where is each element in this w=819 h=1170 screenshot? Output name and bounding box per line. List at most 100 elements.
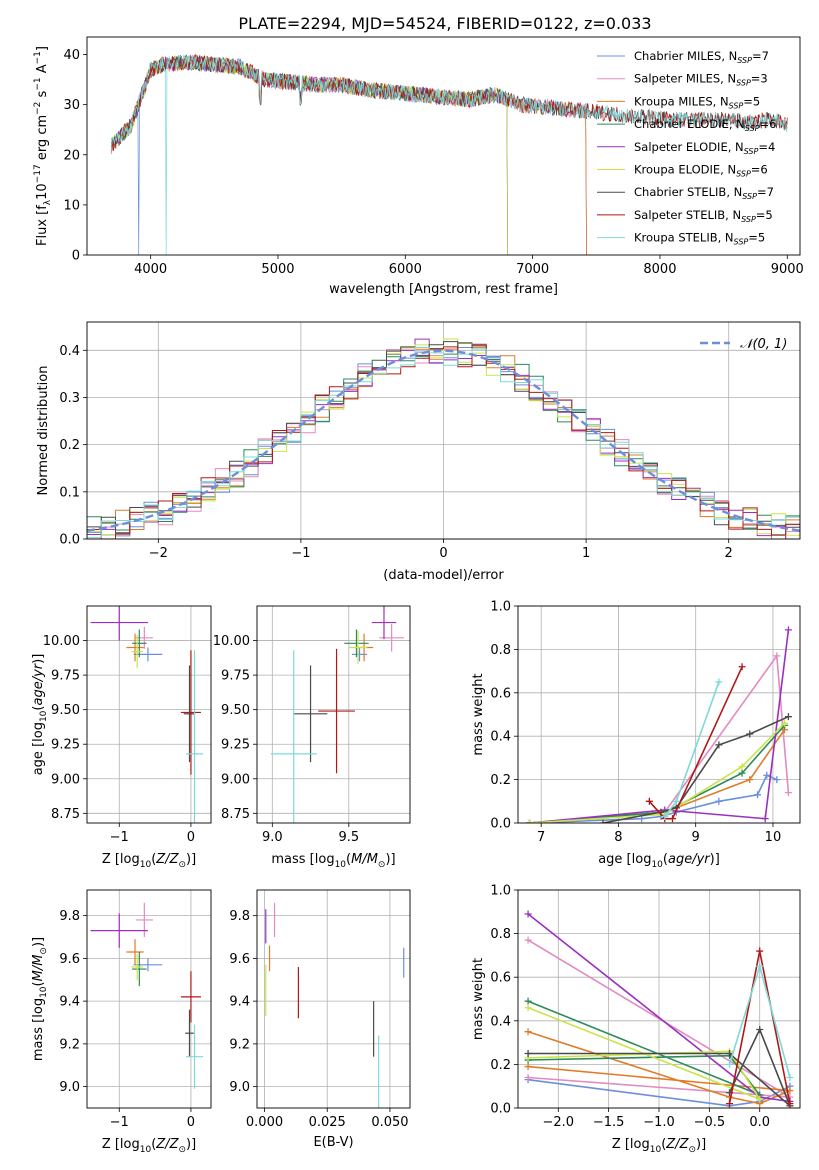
weight-marker: [715, 678, 723, 686]
x-tick-label: 8: [614, 830, 622, 845]
weight-marker: [746, 776, 754, 784]
x-tick-label: −2.0: [542, 1115, 574, 1130]
y-tick-label: 0.8: [490, 927, 511, 942]
y-tick-label: 0.4: [59, 344, 80, 359]
histogram-kroupa-stelib: [87, 347, 800, 539]
weight-marker: [773, 652, 781, 660]
axes-frame: [86, 605, 212, 824]
grid: [87, 606, 211, 823]
y-tick-label: 9.4: [59, 995, 80, 1010]
y-tick-label: 9.6: [59, 952, 80, 967]
y-tick-label: 10: [63, 198, 80, 213]
error-bar-point: [180, 971, 201, 1023]
weight-marker: [784, 713, 792, 721]
y-tick-label: 9.50: [221, 703, 250, 718]
panel-mass_vs_z: −1 0 9.0 9.2 9.4 9.6 9.8 Z [log10(Z/Z⊙)] mass [l…: [31, 889, 212, 1155]
y-tick-label: 9.00: [221, 772, 250, 787]
error-bar-point: [132, 629, 147, 658]
error-bar-point: [185, 1024, 204, 1089]
error-bar-point: [135, 626, 153, 649]
x-tick-label: −1.5: [593, 1115, 625, 1130]
x-tick-label: 0: [187, 1115, 195, 1130]
axes-frame: [86, 321, 801, 540]
y-tick-label: 9.8: [59, 909, 80, 924]
panel-age_vs_mass: 9.0 9.5 8.75 9.00 9.25 9.50 9.75 10.00 mass [log…: [213, 605, 411, 870]
spectrum-line-kroupa-stelib: [110, 54, 788, 255]
error-bar-point: [132, 951, 147, 987]
plot-area: [87, 338, 800, 539]
error-bar-point: [135, 902, 153, 938]
y-tick-label: 0: [72, 249, 80, 264]
axes-frame: [86, 36, 801, 256]
y-tick-label: 8.75: [221, 807, 250, 822]
x-tick-label: 0.0: [749, 1115, 770, 1130]
weight-marker: [599, 819, 607, 823]
legend: Chabrier MILES, NSSP=7 Salpeter MILES, NS…: [597, 49, 776, 247]
y-tick-label: 9.8: [229, 909, 250, 924]
y-tick-label: 9.6: [229, 952, 250, 967]
plot-area: [265, 902, 405, 1108]
x-tick-label: 6000: [389, 262, 422, 277]
error-bar-point: [344, 629, 369, 658]
x-tick-label: 5000: [261, 262, 294, 277]
weight-marker: [756, 1095, 764, 1103]
x-axis-label: Z [log10(Z/Z⊙)]: [612, 1137, 706, 1155]
error-bar-point: [126, 939, 144, 965]
weight-marker: [524, 1050, 532, 1057]
x-tick-label: −2: [149, 546, 168, 561]
error-bar-point: [185, 650, 204, 823]
error-bar-point: [293, 665, 328, 763]
y-axis-label: Flux [fλ10−17 erg cm−2 s−1 A−1]: [33, 46, 53, 246]
x-tick-label: 9.5: [338, 830, 359, 845]
error-bar-point: [133, 958, 163, 972]
panel-spectrum: 4000 5000 6000 7000 8000 9000 0 10 20 30 40 wavelen…: [33, 36, 804, 297]
y-tick-label: 0.2: [59, 438, 80, 453]
panel-weight_vs_age: 7 8 9 10 0.0 0.2 0.4 0.6 0.8 1.0 age [log10(age/yr…: [471, 600, 801, 870]
y-tick-label: 10.00: [43, 634, 80, 649]
x-axis-label: (data-model)/error: [383, 568, 504, 583]
y-tick-label: 1.0: [490, 600, 511, 615]
legend-label: Chabrier ELODIE, NSSP=6: [634, 117, 776, 133]
y-tick-label: 9.00: [51, 772, 80, 787]
y-tick-label: 9.4: [229, 995, 250, 1010]
x-axis-label: E(B-V): [313, 1135, 353, 1150]
error-bar-point: [133, 647, 163, 662]
error-bar-point: [185, 1009, 194, 1057]
weight-marker: [763, 771, 771, 779]
weight-marker: [524, 1028, 532, 1036]
weight-marker: [661, 812, 669, 820]
legend-label: Kroupa MILES, NSSP=5: [634, 94, 760, 110]
figure-title: PLATE=2294, MJD=54524, FIBERID=0122, z=0…: [238, 14, 651, 33]
y-axis-label: mass weight: [471, 673, 486, 755]
weight-marker: [754, 791, 762, 799]
y-tick-label: 0.4: [490, 730, 511, 745]
error-bar-point: [126, 633, 144, 662]
weight-marker: [784, 626, 792, 634]
weight-marker: [738, 769, 746, 777]
y-tick-label: 0.0: [490, 1102, 511, 1117]
panel-age_vs_z: −1 0 8.75 9.00 9.25 9.50 9.75 10.00 Z [log10(Z/Z…: [31, 605, 212, 870]
weight-marker: [715, 741, 723, 749]
error-bar-point: [348, 630, 368, 665]
weight-marker: [669, 815, 677, 823]
x-tick-label: 9.0: [262, 830, 283, 845]
error-bar-point: [183, 665, 196, 763]
weight-line-kroupa-elodie: [529, 722, 786, 823]
grid: [257, 890, 410, 1108]
panel-weight_vs_z: −2.0 −1.5 −1.0 −0.5 0.0 0.0 0.2 0.4 0.6 0.8 1.0 Z […: [471, 884, 801, 1155]
weight-marker: [715, 797, 723, 805]
axes-frame: [256, 605, 411, 824]
legend-label: Chabrier MILES, NSSP=7: [634, 49, 769, 65]
y-axis-label: mass weight: [471, 958, 486, 1040]
y-tick-label: 0.1: [59, 485, 80, 500]
legend-label: Kroupa STELIB, NSSP=5: [634, 231, 765, 247]
weight-line-chabrier-elodie: [529, 724, 786, 823]
y-tick-label: 9.0: [229, 1080, 250, 1095]
x-axis-label: age [log10(age/yr)]: [598, 852, 720, 870]
weight-marker: [524, 1073, 532, 1081]
x-tick-label: 1: [582, 546, 590, 561]
error-bar-point: [379, 623, 404, 652]
y-tick-label: 9.0: [59, 1080, 80, 1095]
error-bar-point: [90, 606, 148, 641]
error-bar-point: [131, 635, 143, 669]
